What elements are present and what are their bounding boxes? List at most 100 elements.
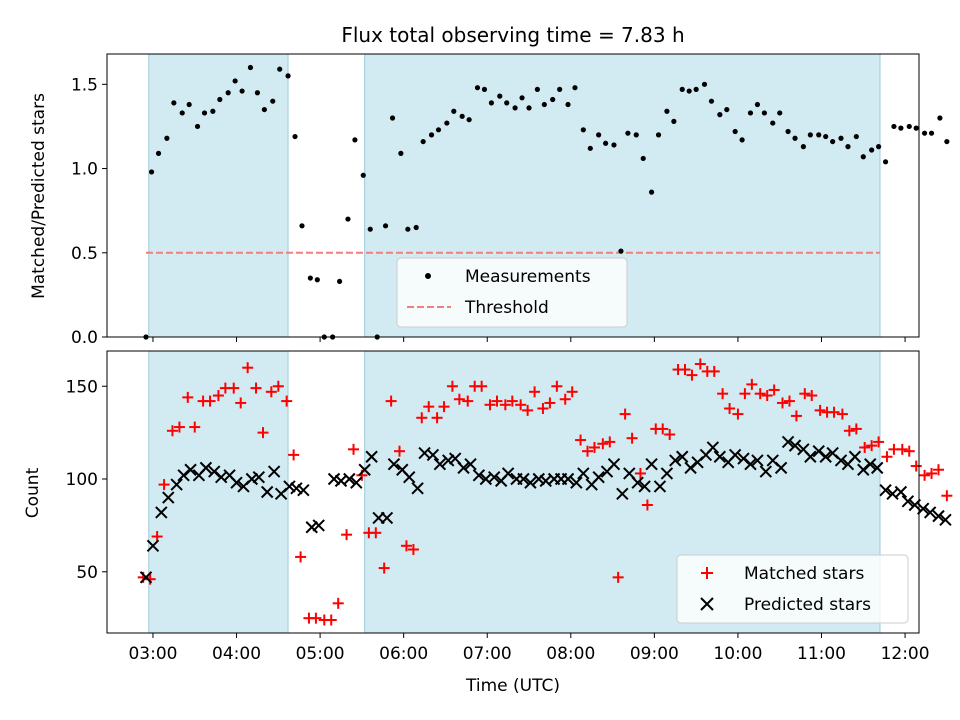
count-x-ticks: 03:00 04:00 05:00 06:00 07:00 08:00 09:00 10:00… — [128, 633, 930, 664]
matched-stars-point — [506, 395, 518, 407]
y-tick-label: 150 — [66, 377, 98, 397]
measurements-point — [633, 132, 639, 138]
matched-stars-point — [597, 438, 609, 450]
predicted-stars-point — [570, 476, 583, 489]
measurements-point — [474, 85, 481, 91]
measurements-point — [254, 90, 261, 96]
matched-stars-point — [515, 399, 527, 411]
measurements-point — [853, 133, 859, 140]
measurements-point — [747, 110, 754, 116]
measurements-point — [413, 224, 419, 231]
predicted-stars-point — [403, 470, 416, 484]
predicted-stars-point — [260, 485, 274, 499]
predicted-stars-point — [365, 450, 378, 463]
measurements-point — [345, 216, 351, 222]
measurements-point — [194, 123, 201, 130]
measurements-point — [164, 135, 170, 141]
matched-stars-point — [341, 529, 353, 541]
matched-stars-point — [476, 380, 488, 392]
measurements-point — [937, 115, 943, 121]
measurements-point — [708, 98, 715, 104]
matched-stars-point — [873, 436, 885, 448]
x-tick-label: 04:00 — [212, 644, 261, 664]
measurements-point — [247, 64, 254, 71]
predicted-stars-point — [146, 539, 160, 553]
measurements-point — [603, 140, 609, 146]
measurements-point — [277, 66, 283, 72]
matched-stars-point — [739, 388, 751, 400]
predicted-stars-point — [283, 480, 296, 493]
matched-stars-point — [235, 397, 247, 409]
predicted-stars-point — [932, 509, 945, 523]
measurements-point — [504, 100, 510, 106]
predicted-stars-point — [501, 467, 515, 480]
matched-stars-point — [799, 388, 811, 400]
x-axis-label: Time (UTC) — [465, 676, 560, 696]
matched-stars-point — [295, 551, 307, 563]
measurements-point — [534, 86, 540, 92]
measurements-point — [148, 169, 155, 175]
matched-stars-point — [242, 362, 254, 374]
measurements-point — [428, 132, 435, 138]
x-tick-label: 11:00 — [797, 644, 846, 664]
matched-stars-point — [537, 403, 549, 415]
measurements-point — [664, 108, 670, 114]
matched-stars-point — [491, 395, 503, 407]
y-tick-label: 50 — [76, 563, 98, 583]
count-y-axis-label: Count — [23, 467, 43, 518]
x-tick-label: 10:00 — [713, 644, 762, 664]
matched-stars-point — [859, 441, 871, 453]
matched-stars-point — [641, 499, 653, 511]
measurements-point — [179, 110, 185, 116]
measurements-point — [201, 110, 208, 116]
measurements-point — [336, 278, 343, 285]
predicted-stars-point — [312, 519, 325, 532]
predicted-stars-point — [728, 448, 742, 462]
predicted-stars-point — [653, 480, 667, 493]
measurements-point — [488, 100, 495, 106]
matched-stars-point — [310, 612, 322, 624]
matched-stars-point — [385, 395, 397, 407]
matched-stars-point — [438, 401, 450, 413]
matched-stars-point — [499, 399, 511, 411]
x-tick-label: 03:00 — [128, 644, 177, 664]
measurements-point — [732, 128, 738, 135]
predicted-stars-point — [472, 469, 486, 482]
matched-stars-point — [881, 451, 893, 463]
ratio-legend: Measurements Threshold — [396, 257, 628, 328]
predicted-stars-point — [561, 472, 575, 486]
predicted-stars-point — [713, 450, 727, 463]
matched-stars-point — [575, 434, 587, 446]
matched-stars-point — [182, 391, 194, 403]
matched-stars-point — [941, 490, 953, 502]
measurements-point — [754, 101, 761, 108]
y-tick-label: 0.5 — [71, 244, 98, 264]
predicted-stars-point — [230, 476, 243, 489]
measurements-point — [557, 86, 563, 92]
legend-predicted-label: Predicted stars — [744, 595, 871, 615]
measurements-point — [807, 132, 813, 138]
predicted-stars-point — [442, 454, 455, 467]
measurements-point — [596, 132, 602, 138]
measurements-point — [928, 130, 935, 136]
matched-stars-point — [416, 412, 428, 424]
matched-stars-point — [166, 425, 178, 437]
measurements-point — [739, 137, 745, 143]
predicted-stars-point — [676, 450, 689, 463]
measurements-point — [307, 275, 313, 281]
matched-stars-point — [604, 436, 616, 448]
measurements-point — [838, 135, 844, 141]
matched-stars-point — [932, 464, 944, 476]
measurements-point — [239, 88, 245, 94]
ratio-y-axis-label: Matched/Predicted stars — [29, 93, 49, 299]
measurements-point — [261, 106, 267, 113]
measurements-point — [451, 108, 457, 114]
measurements-point — [285, 73, 291, 79]
measurements-point — [717, 112, 723, 118]
measurements-point — [671, 118, 677, 124]
predicted-stars-point — [252, 470, 266, 484]
measurements-point — [572, 85, 578, 91]
matched-stars-point — [407, 544, 419, 556]
matched-stars-point — [378, 562, 390, 574]
matched-stars-point — [212, 390, 224, 402]
